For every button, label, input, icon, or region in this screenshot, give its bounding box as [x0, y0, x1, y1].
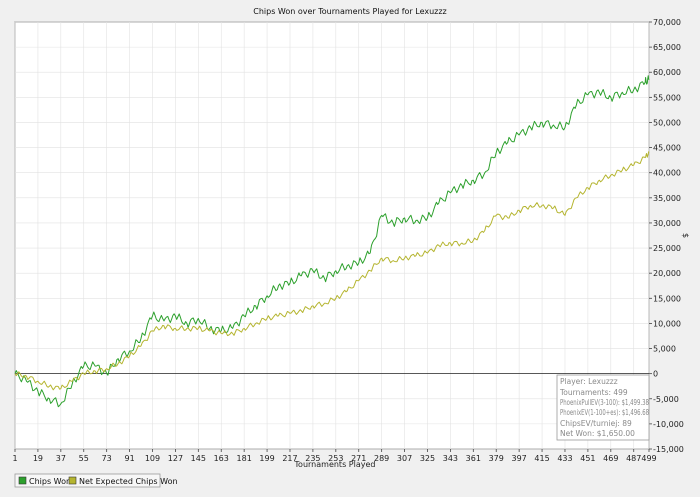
x-tick-label: 397 [512, 454, 527, 463]
x-tick-label: 127 [168, 454, 183, 463]
y-tick-label: 5,000 [653, 345, 676, 354]
y-tick-label: 0 [653, 370, 658, 379]
x-tick-label: 235 [305, 454, 320, 463]
info-pull-ev: PhoenixPullEV(3-100): $1,499.38 [560, 398, 649, 407]
x-tick-label: 19 [33, 454, 43, 463]
y-tick-label: -15,000 [653, 445, 684, 454]
legend-label-chips-won: Chips Won [29, 477, 71, 486]
x-tick-label: 499 [641, 454, 656, 463]
legend-swatch-chips-won [18, 476, 27, 485]
y-axis-label: $ [681, 233, 690, 238]
plot-area [14, 21, 650, 450]
x-tick-label: 1 [12, 454, 17, 463]
x-tick-label: 379 [489, 454, 504, 463]
info-ev: PhoenixEV(1-100+es): $1,496.68 [560, 408, 649, 417]
info-net-won: Net Won: $1,650.00 [560, 429, 635, 438]
x-tick-label: 325 [420, 454, 435, 463]
x-tick-label: 451 [580, 454, 595, 463]
x-tick-label: 271 [351, 454, 366, 463]
y-tick-label: 50,000 [653, 118, 681, 127]
x-tick-label: 163 [214, 454, 229, 463]
y-tick-label: 15,000 [653, 294, 681, 303]
x-tick-label: 433 [557, 454, 572, 463]
x-axis-label: Tournaments Played [294, 460, 376, 469]
series-layer [14, 75, 650, 408]
y-tick-label: 70,000 [653, 18, 681, 27]
x-tick-label: 55 [79, 454, 89, 463]
x-tick-label: 343 [443, 454, 458, 463]
info-box-frame [556, 374, 650, 441]
y-tick-label: 35,000 [653, 194, 681, 203]
legend-swatch-net-expected [68, 476, 77, 485]
y-tick-label: 45,000 [653, 144, 681, 153]
x-tick-label: 73 [102, 454, 112, 463]
x-tick-label: 199 [259, 454, 274, 463]
x-tick-label: 469 [603, 454, 618, 463]
y-tick-label: 55,000 [653, 93, 681, 102]
x-tick-label: 487 [626, 454, 641, 463]
y-tick-label: 65,000 [653, 43, 681, 52]
x-tick-label: 289 [374, 454, 389, 463]
x-tick-label: 91 [124, 454, 134, 463]
legend-label-net-expected: Net Expected Chips Won [79, 477, 178, 486]
info-tournaments: Tournaments: 499 [559, 388, 628, 397]
chart-title: Chips Won over Tournaments Played for Le… [253, 7, 447, 16]
y-tick-label: 40,000 [653, 169, 681, 178]
x-tick-label: 415 [534, 454, 549, 463]
x-axis: 1 19 37 55 73 91 109 127 145 163 181 199 217 235 253 27… [12, 449, 657, 463]
x-tick-label: 217 [282, 454, 297, 463]
series-line-net-expected [14, 151, 650, 391]
series-line-chips-won [14, 75, 650, 408]
y-tick-label: -5,000 [653, 395, 679, 404]
y-tick-label: 60,000 [653, 68, 681, 77]
x-tick-label: 181 [237, 454, 252, 463]
y-tick-label: -10,000 [653, 420, 684, 429]
x-tick-label: 361 [466, 454, 481, 463]
y-tick-label: 30,000 [653, 219, 681, 228]
legend-frame [14, 473, 161, 488]
x-tick-label: 253 [328, 454, 343, 463]
legend: Chips Won Net Expected Chips Won [14, 473, 178, 488]
y-tick-label: 20,000 [653, 269, 681, 278]
x-tick-label: 37 [56, 454, 66, 463]
info-box: Player: Lexuzzz Tournaments: 499 Phoenix… [556, 374, 650, 441]
x-tick-label: 109 [145, 454, 160, 463]
x-tick-label: 307 [397, 454, 412, 463]
info-chips-ev: ChipsEV/turniej: 89 [560, 419, 632, 428]
y-axis: 70,000 65,000 60,000 55,000 50,000 45,000 40,0… [649, 18, 684, 454]
y-tick-label: 25,000 [653, 244, 681, 253]
y-tick-label: 10,000 [653, 319, 681, 328]
info-player: Player: Lexuzzz [560, 377, 618, 386]
x-tick-label: 145 [191, 454, 206, 463]
